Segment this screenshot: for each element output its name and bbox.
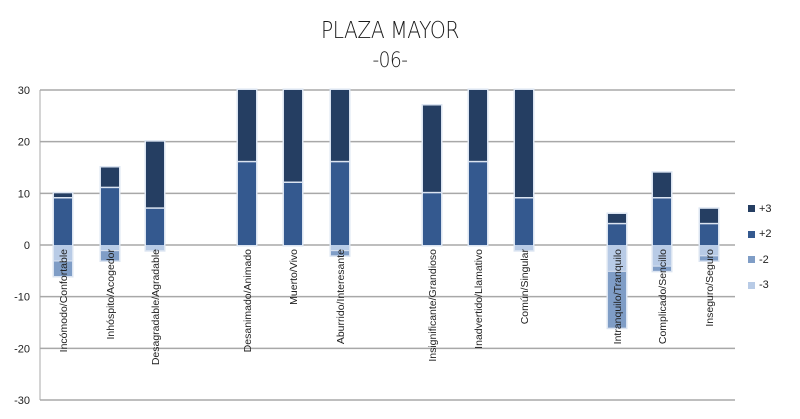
bar-segment-plus2 (608, 224, 626, 245)
legend-label: +3 (759, 202, 772, 215)
bar-segment-minus2 (331, 245, 349, 251)
bar-group (99, 166, 121, 262)
bar-group (329, 88, 351, 257)
bar-segment-plus2 (146, 208, 164, 245)
bar-segment-plus3 (284, 90, 302, 182)
bar-group (698, 207, 720, 262)
bar-segment-plus2 (238, 162, 256, 245)
bar-segment-minus2 (515, 245, 533, 251)
bar-segment-plus3 (515, 90, 533, 197)
bar-segment-plus3 (146, 141, 164, 208)
bar-segment-minus2 (101, 245, 119, 251)
bar-segment-plus2 (423, 193, 441, 245)
legend: +3 +2 -2 -3 (748, 196, 772, 298)
x-category-label: Intranquilo/Tranquilo (612, 249, 624, 344)
bar-group (236, 88, 258, 247)
x-category-label: Insignificante/Grandioso (427, 249, 439, 362)
bar-segment-plus2 (515, 198, 533, 245)
bar-segment-minus3 (54, 261, 72, 276)
bar-segment-minus2 (608, 245, 626, 271)
bar-group (144, 140, 166, 252)
legend-item: -2 (748, 247, 772, 273)
bar-segment-plus2 (700, 224, 718, 245)
y-tick-label: -30 (14, 395, 30, 407)
bar-group (651, 171, 673, 273)
chart-title: PLAZA MAYOR (320, 18, 460, 44)
bar-segment-plus3 (331, 90, 349, 161)
x-category-label: Muerto/Vivo (288, 249, 300, 305)
x-category-label: Desanimado/Animado (242, 249, 254, 352)
bar-segment-plus3 (608, 214, 626, 223)
legend-item: -3 (748, 273, 772, 299)
bar-segment-minus3 (331, 251, 349, 256)
bar-segment-minus2 (700, 245, 718, 256)
legend-item: +2 (748, 222, 772, 248)
chart-subtitle: -06- (372, 48, 408, 72)
legend-label: -3 (759, 279, 769, 292)
y-tick-label: 0 (24, 240, 30, 252)
bar-segment-minus3 (101, 251, 119, 261)
bar-segment-plus3 (54, 193, 72, 197)
bar-segment-minus2 (653, 245, 671, 266)
bar-segment-plus3 (238, 90, 256, 161)
bar-group (421, 104, 443, 247)
legend-swatch (748, 205, 755, 213)
x-category-label: Común/Singular (519, 249, 531, 325)
bar-segment-plus2 (469, 162, 487, 245)
legend-item: +3 (748, 196, 772, 222)
bar-segment-plus3 (700, 208, 718, 223)
legend-label: -2 (759, 253, 769, 266)
bar-segment-plus2 (331, 162, 349, 245)
legend-label: +2 (759, 228, 772, 241)
x-category-label: Inseguro/Seguro (704, 249, 716, 327)
legend-swatch (748, 256, 755, 264)
x-category-label: Complicado/Sencillo (657, 249, 669, 344)
y-tick-label: 20 (18, 137, 30, 149)
x-category-label: Aburrido/Interesante (335, 249, 347, 344)
bar-segment-minus3 (608, 271, 626, 328)
legend-swatch (748, 281, 755, 289)
bar-group (282, 88, 304, 247)
y-tick-label: 10 (18, 188, 30, 200)
bar-segment-plus3 (653, 172, 671, 197)
x-category-label: Inhóspito/Acogedor (105, 249, 117, 340)
bar-segment-minus3 (700, 256, 718, 261)
bar-group (513, 88, 535, 252)
bar-segment-plus3 (423, 105, 441, 192)
bar-segment-plus2 (101, 188, 119, 245)
bar-segment-minus2 (54, 245, 72, 261)
y-tick-label: 30 (18, 85, 30, 97)
bar-segment-plus2 (54, 198, 72, 245)
y-tick-label: -20 (14, 343, 30, 355)
y-tick-label: -10 (14, 292, 30, 304)
bar-segment-plus3 (469, 90, 487, 161)
bar-segment-plus3 (101, 167, 119, 187)
x-category-label: Desagradable/Agradable (150, 249, 162, 365)
x-category-label: Incómodo/Confortable (58, 249, 70, 352)
bar-segment-minus2 (146, 245, 164, 251)
x-category-label: Inadvertido/Llamativo (473, 249, 485, 349)
bar-segment-plus2 (653, 198, 671, 245)
bar-group (52, 191, 74, 278)
bar-segment-minus3 (653, 266, 671, 271)
bar-segment-plus2 (284, 183, 302, 245)
legend-swatch (748, 230, 755, 238)
bar-group (606, 212, 628, 330)
bar-group (467, 88, 489, 247)
